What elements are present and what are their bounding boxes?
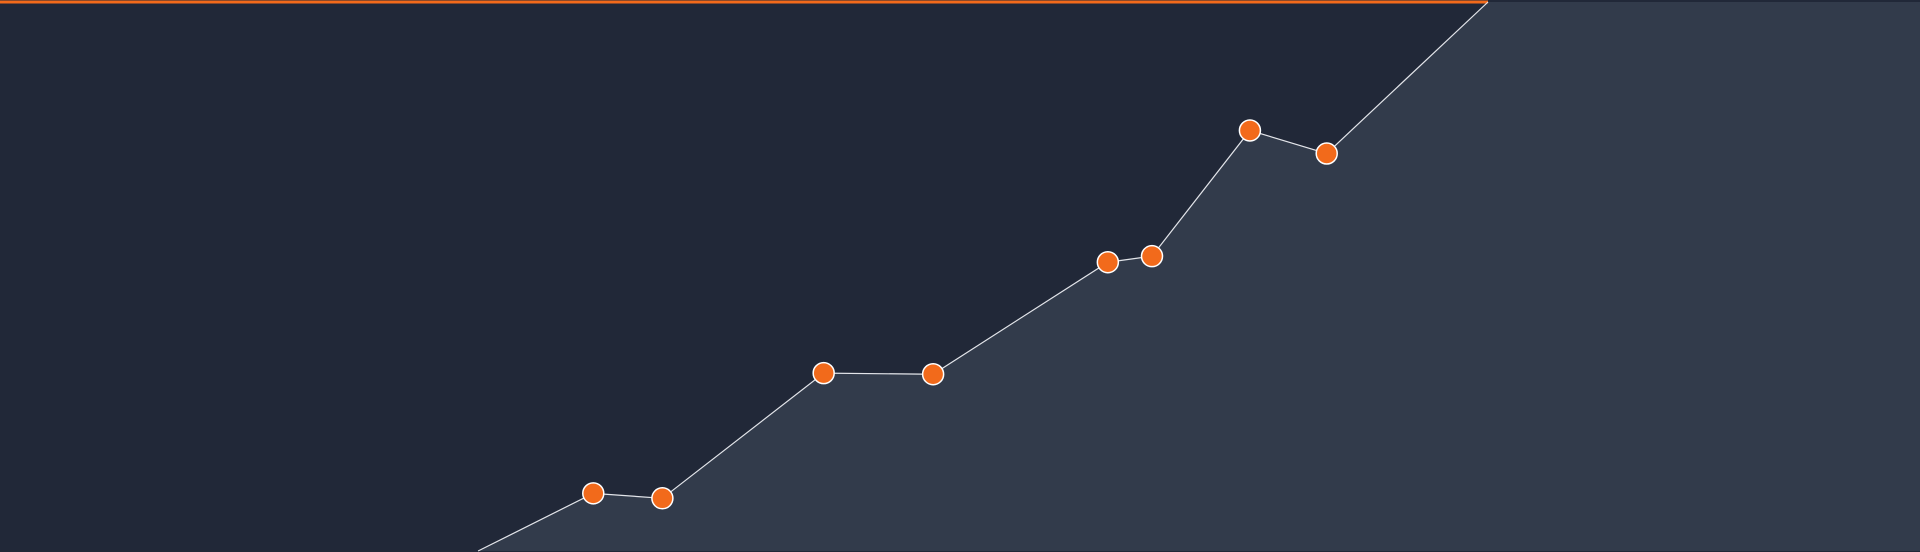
data-point-6 bbox=[1140, 244, 1164, 268]
data-point-8 bbox=[1315, 142, 1338, 165]
data-point-1 bbox=[582, 482, 605, 505]
area-under-line bbox=[478, 2, 1920, 551]
series-line bbox=[477, 1, 1489, 552]
data-point-7 bbox=[1238, 119, 1262, 142]
data-point-4 bbox=[921, 362, 945, 386]
data-point-3 bbox=[812, 361, 835, 385]
data-point-5 bbox=[1096, 250, 1120, 274]
data-point-2 bbox=[651, 487, 674, 510]
data-point-markers bbox=[582, 119, 1338, 510]
